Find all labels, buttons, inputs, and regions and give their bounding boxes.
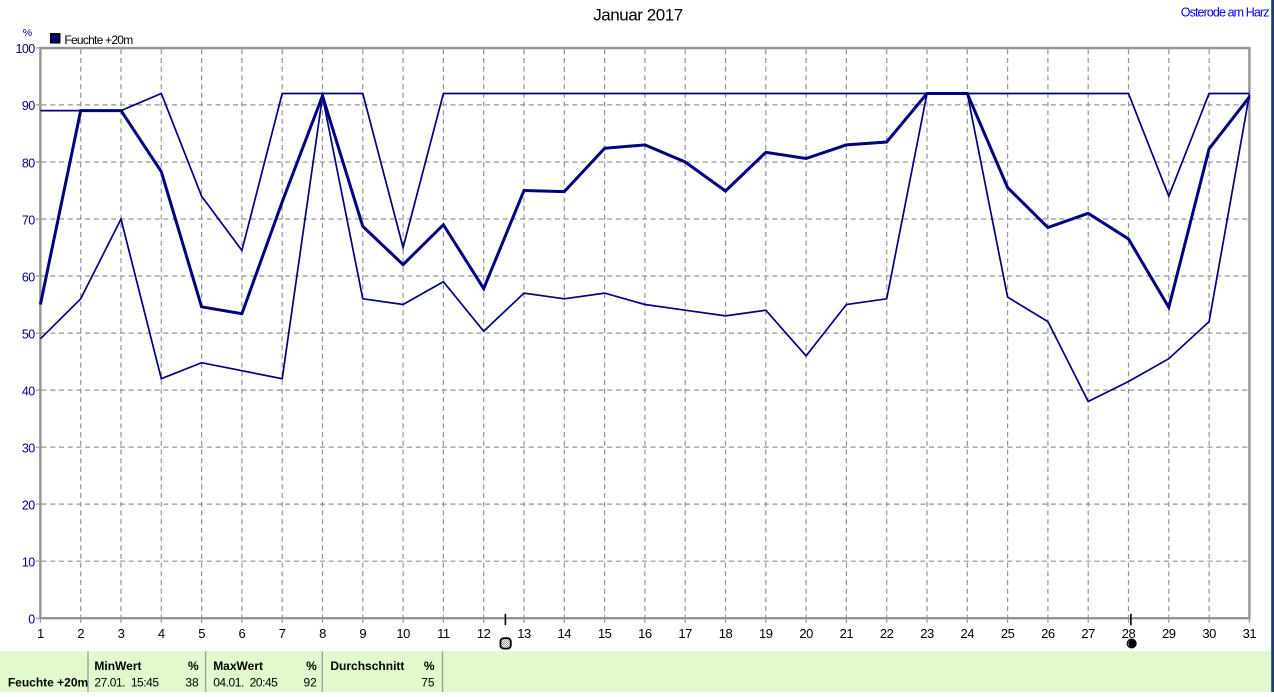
svg-text:50: 50 [22,327,35,341]
svg-text:8: 8 [319,626,326,641]
svg-text:%: % [188,659,199,673]
svg-text:Januar 2017: Januar 2017 [593,5,683,24]
svg-text:4: 4 [158,626,165,641]
svg-text:30: 30 [22,441,35,455]
svg-text:11: 11 [437,626,450,641]
svg-text:10: 10 [396,626,410,641]
svg-text:13: 13 [517,626,531,641]
svg-text:1: 1 [37,626,44,641]
svg-text:28: 28 [1122,626,1136,641]
svg-text:%: % [306,659,317,673]
svg-text:10: 10 [22,556,35,570]
svg-text:80: 80 [22,156,35,170]
svg-text:23: 23 [920,626,934,641]
svg-text:90: 90 [22,99,35,113]
svg-text:21: 21 [840,626,854,641]
svg-text:20: 20 [22,498,35,512]
svg-text:MaxWert: MaxWert [213,659,263,673]
svg-text:22: 22 [880,626,894,641]
svg-text:20: 20 [799,626,813,641]
svg-text:7: 7 [279,626,286,641]
svg-text:15: 15 [598,626,612,641]
svg-text:70: 70 [22,213,35,227]
svg-text:2: 2 [77,626,84,641]
svg-text:17: 17 [678,626,692,641]
svg-text:29: 29 [1162,626,1176,641]
svg-text:30: 30 [1202,626,1216,641]
svg-text:04.01. 20:45: 04.01. 20:45 [213,676,278,690]
svg-text:40: 40 [22,384,35,398]
svg-text:MinWert: MinWert [94,659,141,673]
svg-text:5: 5 [198,626,205,641]
svg-text:60: 60 [22,270,35,284]
svg-text:16: 16 [638,626,652,641]
svg-text:Feuchte +20m: Feuchte +20m [8,676,88,690]
svg-text:Osterode am Harz: Osterode am Harz [1181,5,1269,19]
svg-text:%: % [424,659,435,673]
svg-text:6: 6 [239,626,246,641]
svg-text:0: 0 [28,613,35,627]
svg-text:92: 92 [303,676,317,690]
svg-text:24: 24 [961,626,975,641]
svg-text:14: 14 [558,626,572,641]
svg-text:26: 26 [1041,626,1055,641]
svg-text:75: 75 [421,676,435,690]
svg-text:Durchschnitt: Durchschnitt [330,659,404,673]
svg-text:100: 100 [15,42,35,56]
svg-text:25: 25 [1001,626,1015,641]
svg-text:18: 18 [719,626,733,641]
svg-text:12: 12 [477,626,491,641]
svg-text:%: % [23,27,32,39]
svg-text:9: 9 [359,626,366,641]
svg-text:27: 27 [1081,626,1095,641]
svg-text:3: 3 [118,626,125,641]
svg-text:27.01. 15:45: 27.01. 15:45 [94,676,159,690]
svg-text:38: 38 [185,676,199,690]
svg-text:31: 31 [1243,626,1257,641]
svg-text:Feuchte +20m: Feuchte +20m [64,33,133,47]
svg-text:19: 19 [759,626,773,641]
